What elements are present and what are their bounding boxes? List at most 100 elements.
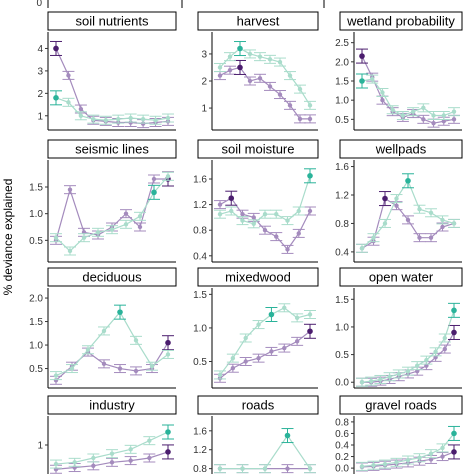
data-point <box>410 109 416 114</box>
tick-label: 0.4 <box>193 251 207 262</box>
data-point <box>282 305 287 310</box>
data-point <box>78 106 84 112</box>
data-point <box>417 455 422 460</box>
panel-harvest: harvest 1 2 3 <box>197 11 319 131</box>
facet-strip <box>47 11 177 31</box>
tick-label: 0 <box>36 0 42 9</box>
data-point <box>390 107 395 112</box>
data-point <box>81 235 87 240</box>
data-point <box>451 430 457 437</box>
tick-label: 1.6 <box>335 162 349 173</box>
data-point <box>428 457 434 462</box>
data-point <box>153 118 158 123</box>
tick-label: 0.5 <box>193 357 207 368</box>
data-point <box>274 212 279 217</box>
tick-label: 0.5 <box>335 115 349 126</box>
facet-title: deciduous <box>82 270 142 285</box>
data-point <box>396 371 401 377</box>
data-point <box>428 451 434 456</box>
data-point <box>123 222 129 227</box>
data-point <box>243 359 248 364</box>
data-point <box>400 113 406 118</box>
data-point <box>394 196 399 201</box>
data-point <box>78 113 84 118</box>
data-point <box>140 116 146 122</box>
facet-title: harvest <box>237 14 280 29</box>
data-point <box>147 455 152 461</box>
facet-strip <box>339 267 463 287</box>
data-point <box>285 218 290 223</box>
series-line <box>361 78 455 117</box>
tick-label: 1.5 <box>335 77 349 88</box>
data-point <box>415 363 420 368</box>
panel-gravel-roads: gravel roads 0.00.20.40.60.8 <box>335 395 463 474</box>
data-point <box>101 328 107 334</box>
tick-label: 1.0 <box>335 322 349 333</box>
data-point <box>229 208 234 214</box>
data-point <box>307 116 313 122</box>
data-point <box>287 103 293 108</box>
facet-strip <box>197 267 319 287</box>
chart-panels: soil nutrients 1 2 3 4 harvest 1 2 3 wetland prob… <box>29 11 463 474</box>
data-point <box>217 202 223 207</box>
data-point <box>267 57 273 62</box>
data-point <box>440 217 445 223</box>
data-point <box>128 115 133 121</box>
data-point <box>240 218 245 223</box>
panel-seismic-lines: seismic lines 0.5 1.0 1.5 <box>29 139 177 263</box>
data-point <box>251 215 256 220</box>
data-point <box>257 54 263 59</box>
series-line <box>219 307 311 376</box>
data-point <box>165 174 171 179</box>
tick-label: 0.8 <box>335 219 349 230</box>
data-point <box>217 65 223 70</box>
tick-label: 1.2 <box>193 445 207 456</box>
data-point <box>451 449 457 455</box>
data-point <box>431 120 436 126</box>
data-point <box>91 455 96 461</box>
series-line <box>55 342 169 381</box>
data-point <box>359 53 365 59</box>
data-point <box>237 45 243 52</box>
data-point <box>370 76 375 82</box>
data-point <box>53 461 59 467</box>
data-point <box>227 67 233 73</box>
data-point <box>380 97 385 103</box>
facet-title: gravel roads <box>365 398 437 413</box>
facet-strip <box>197 139 319 159</box>
data-point <box>227 54 233 59</box>
data-point <box>123 211 129 216</box>
tick-label: 0.2 <box>335 452 349 463</box>
data-point <box>128 447 133 452</box>
data-point <box>133 338 139 343</box>
data-point <box>285 466 290 471</box>
data-point <box>230 366 236 371</box>
tick-label: 0.0 <box>335 464 349 474</box>
data-point <box>165 429 171 435</box>
data-point <box>257 76 263 81</box>
panel-deciduous: deciduous 0.5 1.0 1.5 2.0 <box>29 267 177 389</box>
tick-label: 1 <box>37 111 43 122</box>
data-point <box>297 116 303 122</box>
tick-label: 1.5 <box>29 183 43 194</box>
data-point <box>72 460 77 465</box>
facet-title: industry <box>89 398 135 413</box>
tick-label: 1.5 <box>335 295 349 306</box>
facet-strip <box>47 395 177 415</box>
data-point <box>247 78 253 84</box>
data-point <box>421 105 426 111</box>
data-point <box>53 235 59 240</box>
data-point <box>285 247 290 252</box>
series-line <box>55 97 169 121</box>
facet-strip <box>47 139 177 159</box>
facet-strip <box>197 11 319 31</box>
data-point <box>66 73 71 78</box>
tick-label: 4 <box>37 44 43 55</box>
data-point <box>128 458 133 463</box>
tick-label: 1.0 <box>335 96 349 107</box>
facet-strip <box>339 395 463 415</box>
data-point <box>424 357 429 363</box>
data-point <box>405 368 411 374</box>
tick-label: 1 <box>201 104 207 115</box>
